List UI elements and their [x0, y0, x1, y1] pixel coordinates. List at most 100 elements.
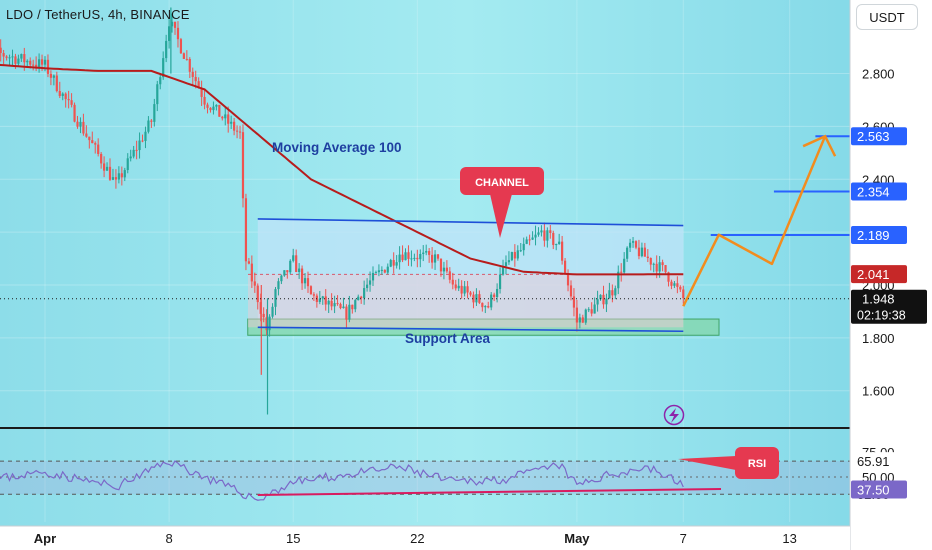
candle-body	[377, 270, 381, 273]
candle-body	[247, 261, 250, 264]
candle-body	[209, 107, 212, 111]
last-price-tag-bg	[851, 289, 927, 324]
candle-body	[623, 258, 626, 273]
candle-body	[0, 47, 2, 54]
candle-body	[596, 299, 599, 305]
candle-body	[664, 265, 667, 273]
candle-body	[262, 313, 265, 318]
candle-body	[407, 252, 410, 259]
candle-body	[528, 239, 531, 241]
lightning-icon-ring	[663, 404, 685, 426]
candle-body	[425, 251, 428, 253]
candle-body	[179, 39, 183, 54]
candle-body	[552, 232, 555, 245]
candle-body	[460, 285, 463, 294]
candle-body	[581, 317, 584, 323]
candle-body	[150, 120, 153, 122]
candle-body	[49, 73, 53, 78]
candle-body	[292, 255, 295, 261]
projection-arrowhead	[802, 134, 837, 157]
candle-body	[129, 156, 132, 159]
candle-body	[233, 121, 236, 131]
quote-currency-button[interactable]: USDT	[856, 4, 918, 30]
candle-body	[593, 304, 596, 314]
candle-body	[244, 198, 248, 262]
price-tick-label: 1.800	[862, 331, 895, 346]
candle-body	[114, 177, 118, 180]
candle-body	[215, 104, 218, 107]
candle-body	[221, 116, 224, 119]
candle-body	[398, 254, 401, 263]
candle-body	[289, 260, 292, 273]
candle-body	[401, 254, 404, 261]
candle-body	[392, 260, 395, 266]
time-tick-label: 7	[680, 531, 687, 546]
price-tick-label: 1.600	[862, 384, 895, 399]
candle-body	[419, 254, 422, 260]
candle-body	[265, 317, 268, 331]
candle-body	[176, 27, 180, 40]
moving-average-label: Moving Average 100	[272, 140, 402, 155]
bar-countdown-label: 02:19:38	[857, 309, 906, 323]
candle-body	[8, 57, 11, 59]
candle-body	[277, 281, 280, 290]
candle-body	[602, 294, 605, 305]
candle-body	[26, 60, 29, 63]
candle-body	[380, 269, 383, 271]
candle-body	[472, 294, 475, 303]
candle-body	[64, 93, 67, 100]
candle-body	[324, 296, 327, 305]
candle-body	[35, 64, 38, 67]
candle-body	[652, 263, 655, 265]
candle-body	[357, 296, 360, 301]
candle-body	[360, 296, 363, 299]
symbol-title[interactable]: LDO / TetherUS, 4h, BINANCE	[6, 7, 190, 22]
candle-body	[52, 75, 55, 78]
candle-body	[300, 268, 304, 284]
candle-body	[614, 288, 617, 296]
channel-callout-pointer	[490, 194, 512, 238]
candle-body	[250, 263, 253, 282]
candle-body	[504, 262, 508, 267]
candle-body	[561, 241, 564, 261]
candle-body	[569, 285, 573, 297]
candle-body	[97, 144, 100, 154]
rsi-trend-line	[257, 488, 722, 496]
candle-body	[386, 266, 389, 273]
candle-body	[303, 278, 307, 284]
candle-body	[82, 121, 85, 134]
time-tick-label: Apr	[34, 531, 56, 546]
candle-body	[454, 284, 457, 289]
candle-body	[70, 100, 73, 105]
candle-body	[141, 140, 144, 142]
candle-body	[126, 158, 129, 171]
candle-body	[481, 302, 484, 308]
candle-body	[224, 114, 227, 119]
target-price-tag: 2.354	[857, 184, 890, 199]
candle-body	[628, 242, 632, 248]
candle-body	[655, 263, 658, 272]
candle-body	[67, 99, 70, 101]
candle-body	[563, 260, 567, 274]
channel-layer	[247, 218, 720, 336]
candle-body	[617, 271, 620, 289]
candle-body	[587, 309, 590, 311]
candle-body	[605, 298, 608, 305]
candle-body	[643, 247, 646, 257]
candle-body	[17, 58, 20, 64]
candle-body	[117, 173, 120, 180]
candle-body	[185, 58, 188, 60]
candle-body	[32, 64, 35, 66]
candle-body	[235, 130, 239, 132]
candle-body	[40, 59, 44, 65]
candle-body	[575, 307, 578, 323]
candle-body	[448, 271, 451, 280]
candle-body	[138, 140, 141, 151]
candle-body	[611, 290, 614, 296]
candle-body	[14, 56, 17, 64]
time-tick-label: 15	[286, 531, 300, 546]
candle-body	[351, 304, 354, 310]
candle-body	[676, 283, 679, 287]
candle-body	[88, 136, 91, 141]
